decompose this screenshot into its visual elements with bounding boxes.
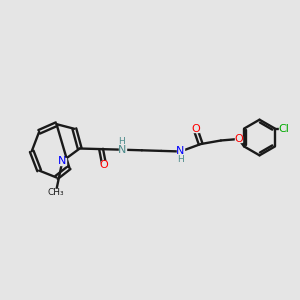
Text: N: N xyxy=(58,156,67,166)
Text: H: H xyxy=(118,137,125,146)
Bar xyxy=(59,158,66,165)
Text: Cl: Cl xyxy=(278,124,289,134)
Bar xyxy=(192,125,199,132)
Bar xyxy=(100,161,108,168)
Bar xyxy=(235,136,242,142)
Text: N: N xyxy=(118,145,127,155)
Text: N: N xyxy=(176,146,185,157)
Bar xyxy=(279,125,289,132)
Bar xyxy=(119,146,126,153)
Text: O: O xyxy=(100,160,109,170)
Text: H: H xyxy=(177,155,184,164)
Bar xyxy=(177,148,184,155)
Text: CH₃: CH₃ xyxy=(47,188,64,197)
Bar xyxy=(48,189,63,196)
Text: O: O xyxy=(234,134,243,144)
Text: O: O xyxy=(191,124,200,134)
